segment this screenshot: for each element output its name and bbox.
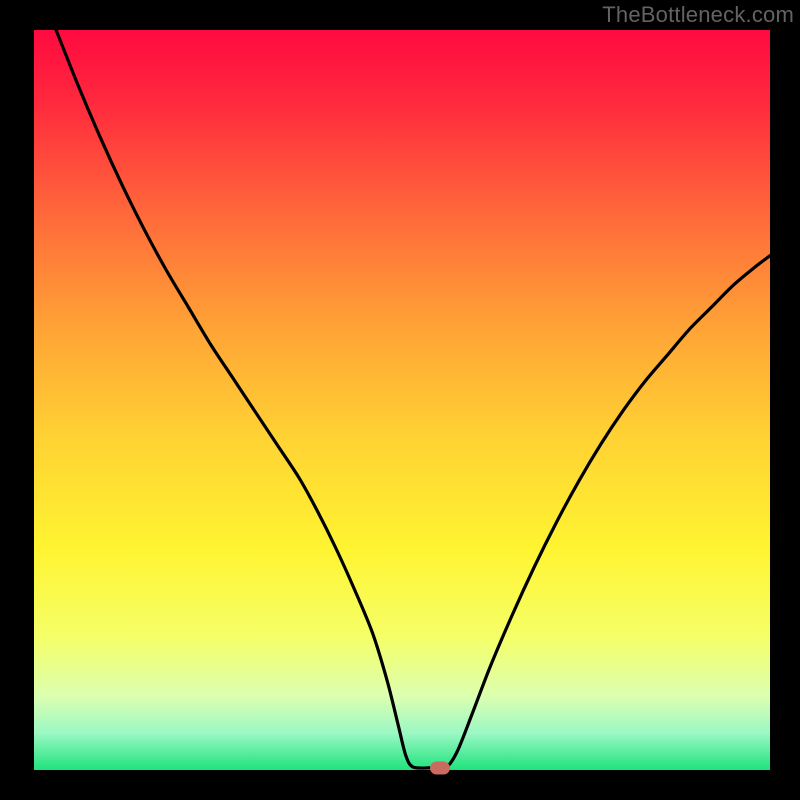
plot-area: [34, 30, 770, 770]
source-watermark: TheBottleneck.com: [602, 2, 794, 28]
curve-path: [56, 30, 770, 769]
bottleneck-curve: [34, 30, 770, 770]
optimal-marker: [430, 761, 450, 774]
chart-container: TheBottleneck.com: [0, 0, 800, 800]
